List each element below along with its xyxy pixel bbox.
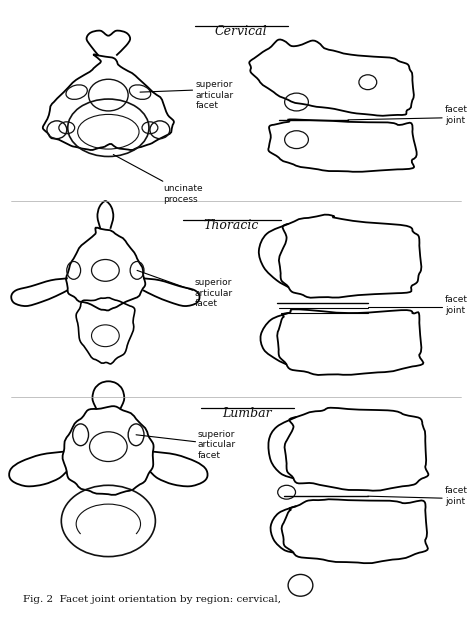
Text: Cervical: Cervical: [215, 25, 267, 38]
Text: facet
joint: facet joint: [445, 105, 468, 125]
Text: Lumbar: Lumbar: [222, 407, 272, 420]
Text: facet
joint: facet joint: [445, 295, 468, 315]
Text: superior
articular
facet: superior articular facet: [194, 278, 233, 308]
Text: superior
articular
facet: superior articular facet: [198, 430, 236, 459]
Text: Fig. 2  Facet joint orientation by region: cervical,: Fig. 2 Facet joint orientation by region…: [23, 595, 281, 604]
Text: facet
joint: facet joint: [445, 487, 468, 506]
Text: Thoracic: Thoracic: [203, 219, 259, 232]
Text: uncinate
process: uncinate process: [163, 184, 202, 203]
Text: superior
articular
facet: superior articular facet: [195, 80, 234, 110]
